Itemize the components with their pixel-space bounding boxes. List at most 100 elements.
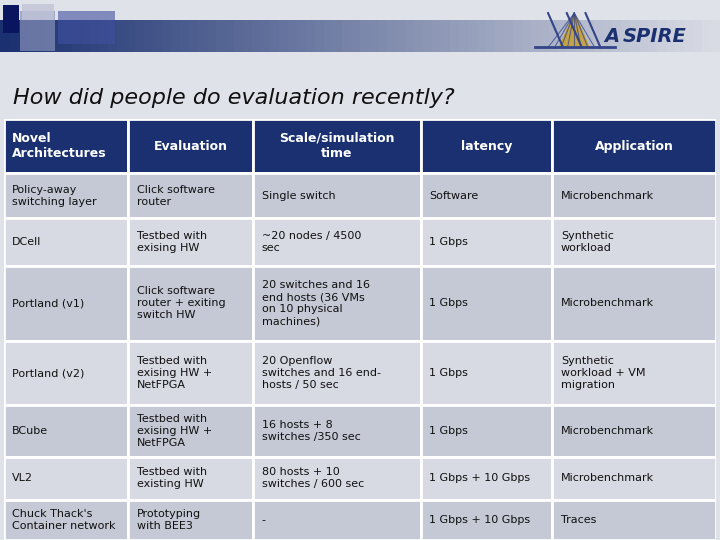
Bar bbox=[552, 457, 716, 500]
Bar bbox=[396, 21, 407, 73]
Bar bbox=[9, 21, 19, 73]
Bar bbox=[306, 21, 317, 73]
Bar bbox=[261, 21, 271, 73]
Bar bbox=[18, 21, 29, 73]
Text: Microbenchmark: Microbenchmark bbox=[561, 426, 654, 436]
Bar bbox=[4, 341, 128, 405]
Bar bbox=[513, 21, 523, 73]
Bar bbox=[153, 21, 163, 73]
Bar bbox=[128, 341, 253, 405]
Bar bbox=[216, 21, 226, 73]
Bar bbox=[540, 21, 550, 73]
Bar bbox=[135, 21, 145, 73]
Bar bbox=[423, 21, 433, 73]
Bar bbox=[81, 21, 91, 73]
Bar bbox=[58, 11, 115, 44]
Bar bbox=[36, 21, 46, 73]
Bar bbox=[90, 21, 101, 73]
Bar bbox=[144, 21, 154, 73]
Text: Synthetic
workload: Synthetic workload bbox=[561, 231, 614, 253]
Bar bbox=[432, 21, 442, 73]
Text: ~20 nodes / 4500
sec: ~20 nodes / 4500 sec bbox=[261, 231, 361, 253]
Bar bbox=[552, 218, 716, 266]
Bar bbox=[20, 11, 55, 51]
Bar bbox=[128, 500, 253, 540]
Bar bbox=[504, 21, 514, 73]
Text: Scale/simulation
time: Scale/simulation time bbox=[279, 132, 395, 160]
Bar bbox=[558, 21, 569, 73]
Bar bbox=[369, 21, 379, 73]
Text: -: - bbox=[261, 515, 266, 525]
Bar bbox=[459, 21, 469, 73]
Bar bbox=[405, 21, 415, 73]
Bar bbox=[3, 5, 19, 33]
Text: Testbed with
exising HW: Testbed with exising HW bbox=[137, 231, 207, 253]
Bar bbox=[342, 21, 353, 73]
Bar bbox=[4, 119, 128, 173]
Bar bbox=[441, 21, 451, 73]
Text: Microbenchmark: Microbenchmark bbox=[561, 474, 654, 483]
Text: Synthetic
workload + VM
migration: Synthetic workload + VM migration bbox=[561, 356, 646, 390]
Bar bbox=[552, 266, 716, 341]
Bar bbox=[693, 21, 703, 73]
Bar bbox=[252, 21, 262, 73]
Bar bbox=[495, 21, 505, 73]
Text: Portland (v1): Portland (v1) bbox=[12, 299, 84, 308]
Text: Single switch: Single switch bbox=[261, 191, 336, 201]
Bar bbox=[549, 21, 559, 73]
Bar bbox=[420, 341, 552, 405]
Bar bbox=[253, 405, 420, 457]
Bar bbox=[414, 21, 424, 73]
Bar bbox=[675, 21, 685, 73]
Bar bbox=[552, 119, 716, 173]
Bar bbox=[552, 405, 716, 457]
Bar bbox=[0, 21, 11, 73]
Bar bbox=[253, 218, 420, 266]
Bar bbox=[552, 500, 716, 540]
Text: 16 hosts + 8
switches /350 sec: 16 hosts + 8 switches /350 sec bbox=[261, 420, 361, 442]
Text: 1 Gbps + 10 Gbps: 1 Gbps + 10 Gbps bbox=[429, 515, 530, 525]
Bar bbox=[4, 457, 128, 500]
Bar bbox=[207, 21, 217, 73]
Text: latency: latency bbox=[461, 139, 512, 152]
Bar bbox=[387, 21, 397, 73]
Bar bbox=[522, 21, 532, 73]
Bar bbox=[666, 21, 677, 73]
Text: Microbenchmark: Microbenchmark bbox=[561, 191, 654, 201]
Bar bbox=[420, 119, 552, 173]
Bar bbox=[612, 21, 622, 73]
Text: Testbed with
exising HW +
NetFPGA: Testbed with exising HW + NetFPGA bbox=[137, 356, 212, 390]
Bar bbox=[253, 457, 420, 500]
Bar bbox=[567, 21, 577, 73]
Bar bbox=[4, 405, 128, 457]
Bar bbox=[585, 21, 595, 73]
Bar bbox=[279, 21, 289, 73]
Text: Portland (v2): Portland (v2) bbox=[12, 368, 84, 378]
Bar bbox=[450, 21, 461, 73]
Bar bbox=[594, 21, 604, 73]
Bar bbox=[128, 173, 253, 218]
Bar bbox=[171, 21, 181, 73]
Bar bbox=[4, 500, 128, 540]
Bar bbox=[253, 173, 420, 218]
Bar bbox=[333, 21, 343, 73]
Bar bbox=[63, 21, 73, 73]
Bar bbox=[486, 21, 497, 73]
Text: Policy-away
switching layer: Policy-away switching layer bbox=[12, 185, 96, 207]
Bar bbox=[128, 119, 253, 173]
Bar bbox=[297, 21, 307, 73]
Bar bbox=[603, 21, 613, 73]
Bar bbox=[4, 266, 128, 341]
Bar bbox=[420, 500, 552, 540]
Text: 20 switches and 16
end hosts (36 VMs
on 10 physical
machines): 20 switches and 16 end hosts (36 VMs on … bbox=[261, 280, 369, 326]
Bar bbox=[189, 21, 199, 73]
Text: 20 Openflow
switches and 16 end-
hosts / 50 sec: 20 Openflow switches and 16 end- hosts /… bbox=[261, 356, 381, 390]
Bar bbox=[54, 21, 65, 73]
Bar bbox=[639, 21, 649, 73]
Bar bbox=[270, 21, 281, 73]
Bar bbox=[420, 457, 552, 500]
Bar bbox=[468, 21, 478, 73]
Text: Prototyping
with BEE3: Prototyping with BEE3 bbox=[137, 509, 201, 531]
Bar bbox=[621, 21, 631, 73]
Bar bbox=[225, 21, 235, 73]
